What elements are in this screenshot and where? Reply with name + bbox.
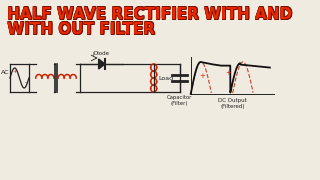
Text: WITH OUT FILTER: WITH OUT FILTER [7,22,155,37]
Text: DC Output
(Filtered): DC Output (Filtered) [218,98,247,109]
Text: Capacitor
(Filter): Capacitor (Filter) [167,95,192,106]
Text: AC: AC [1,69,9,75]
Polygon shape [99,59,105,69]
Text: HALF WAVE RECTIFIER WITH AND: HALF WAVE RECTIFIER WITH AND [7,6,292,21]
Text: WITH OUT FILTER: WITH OUT FILTER [7,21,155,36]
Text: +: + [12,69,17,73]
Text: WITH OUT FILTER: WITH OUT FILTER [7,22,155,37]
Text: HALF WAVE RECTIFIER WITH AND: HALF WAVE RECTIFIER WITH AND [8,6,293,21]
Text: WITH OUT FILTER: WITH OUT FILTER [7,23,155,38]
Text: +: + [199,73,205,79]
Text: WITH OUT FILTER: WITH OUT FILTER [8,22,156,37]
Text: WITH OUT FILTER: WITH OUT FILTER [7,23,155,38]
Text: HALF WAVE RECTIFIER WITH AND: HALF WAVE RECTIFIER WITH AND [7,8,292,23]
Text: HALF WAVE RECTIFIER WITH AND: HALF WAVE RECTIFIER WITH AND [8,7,293,22]
Text: HALF WAVE RECTIFIER WITH AND: HALF WAVE RECTIFIER WITH AND [7,6,292,21]
Text: HALF WAVE RECTIFIER WITH AND: HALF WAVE RECTIFIER WITH AND [8,8,293,23]
Text: I: I [93,52,94,57]
Text: +: + [225,70,231,76]
Text: WITH OUT FILTER: WITH OUT FILTER [8,21,156,36]
Text: Load: Load [158,75,173,80]
Text: WITH OUT FILTER: WITH OUT FILTER [7,21,155,36]
Text: -: - [24,80,27,86]
Text: HALF WAVE RECTIFIER WITH AND: HALF WAVE RECTIFIER WITH AND [7,7,292,22]
Text: WITH OUT FILTER: WITH OUT FILTER [8,23,156,38]
Text: Diode: Diode [94,51,110,56]
Text: HALF WAVE RECTIFIER WITH AND: HALF WAVE RECTIFIER WITH AND [7,8,292,23]
Text: HALF WAVE RECTIFIER WITH AND: HALF WAVE RECTIFIER WITH AND [7,7,292,22]
